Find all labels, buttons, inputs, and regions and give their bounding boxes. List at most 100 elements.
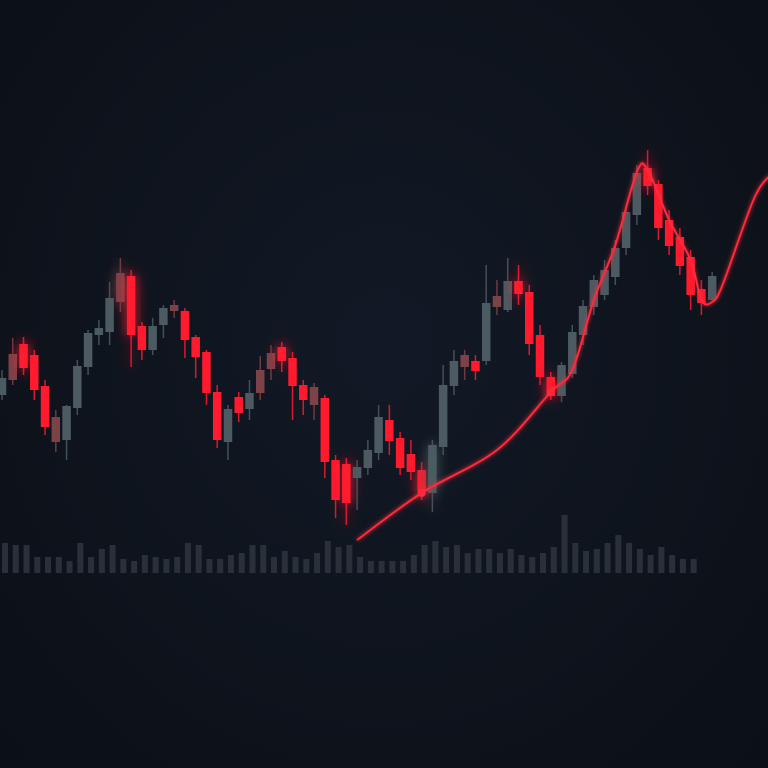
volume-bar — [77, 543, 84, 573]
volume-bar — [464, 553, 471, 573]
volume-bar — [583, 551, 590, 573]
volume-bar — [486, 549, 493, 573]
volume-bar — [346, 545, 353, 573]
candle — [492, 280, 502, 315]
candle-body — [245, 393, 254, 409]
volume-bar — [432, 541, 439, 573]
candle-body — [30, 355, 39, 390]
volume-bar — [292, 557, 299, 573]
volume-bar — [335, 547, 342, 573]
candle-body — [406, 454, 416, 472]
candle-body — [126, 276, 136, 335]
candle-body — [19, 344, 28, 368]
candle — [524, 285, 534, 355]
candle-body — [611, 248, 620, 277]
volume-bar — [378, 561, 385, 573]
candle — [675, 228, 685, 275]
candle — [105, 282, 114, 345]
candle — [30, 350, 39, 400]
candle-body — [234, 397, 243, 413]
candle — [428, 440, 437, 512]
candle-body — [94, 328, 104, 335]
volume-bar — [529, 557, 536, 573]
candle-body — [503, 281, 512, 310]
candle — [83, 330, 93, 375]
volume-bars — [2, 515, 697, 573]
volume-bar — [690, 559, 697, 573]
candle-body — [654, 184, 663, 228]
volume-bar — [2, 543, 8, 573]
volume-bar — [12, 545, 19, 573]
candle — [664, 210, 674, 255]
candle — [535, 325, 545, 385]
volume-bar — [357, 557, 364, 573]
candle — [632, 165, 642, 225]
candle-body — [320, 398, 330, 462]
candle — [342, 458, 351, 525]
candle-body — [395, 438, 405, 468]
candle-body — [191, 337, 200, 357]
candle — [73, 360, 82, 415]
candle-body — [73, 366, 82, 408]
volume-bar — [195, 545, 202, 573]
volume-bar — [152, 557, 159, 573]
candle — [621, 205, 631, 255]
candle — [363, 440, 373, 475]
volume-bar — [540, 553, 546, 573]
volume-bar — [281, 551, 288, 573]
candle-body — [600, 270, 609, 295]
volume-bar — [679, 559, 686, 573]
candle — [180, 308, 190, 358]
candle — [438, 365, 448, 455]
trend-line — [356, 162, 768, 541]
volume-bar — [561, 515, 568, 573]
candle-body — [385, 420, 394, 441]
candle-body — [514, 281, 523, 294]
candle — [191, 335, 200, 378]
candle — [385, 405, 394, 455]
candle — [19, 337, 28, 375]
candle-body — [557, 365, 566, 396]
candle-body — [159, 308, 168, 325]
candle-body — [449, 361, 459, 386]
candle-body — [707, 276, 717, 300]
candle — [395, 432, 405, 475]
candle-body — [352, 467, 362, 478]
trend-glow-point — [417, 489, 426, 497]
volume-bar — [389, 561, 396, 573]
candle — [481, 265, 491, 365]
candle-body — [309, 387, 319, 405]
candle — [449, 350, 459, 395]
candle — [546, 372, 556, 400]
volume-bar — [314, 553, 321, 573]
volume-bar — [496, 553, 503, 573]
volume-bar — [604, 543, 611, 573]
candle — [406, 440, 416, 480]
candle-body — [8, 354, 18, 380]
candle-body — [299, 385, 308, 400]
candle — [234, 392, 243, 422]
candle — [460, 350, 469, 380]
candle — [331, 455, 340, 518]
candle-body — [481, 303, 491, 361]
candle-body — [568, 332, 577, 374]
candle — [202, 350, 211, 405]
candle-body — [266, 353, 276, 369]
candle — [266, 345, 276, 380]
candle — [137, 322, 147, 360]
candle — [299, 380, 308, 415]
candle — [94, 320, 104, 345]
volume-bar — [23, 545, 30, 573]
volume-bar — [658, 547, 665, 573]
candle — [51, 410, 61, 452]
volume-bar — [410, 555, 417, 573]
candle-body — [331, 460, 340, 500]
candle-body — [288, 358, 297, 386]
candle-body — [524, 292, 534, 344]
candle — [223, 405, 233, 460]
candle — [148, 318, 157, 355]
candle-body — [535, 335, 545, 377]
candle-body — [116, 273, 125, 302]
candle-body — [546, 377, 556, 396]
